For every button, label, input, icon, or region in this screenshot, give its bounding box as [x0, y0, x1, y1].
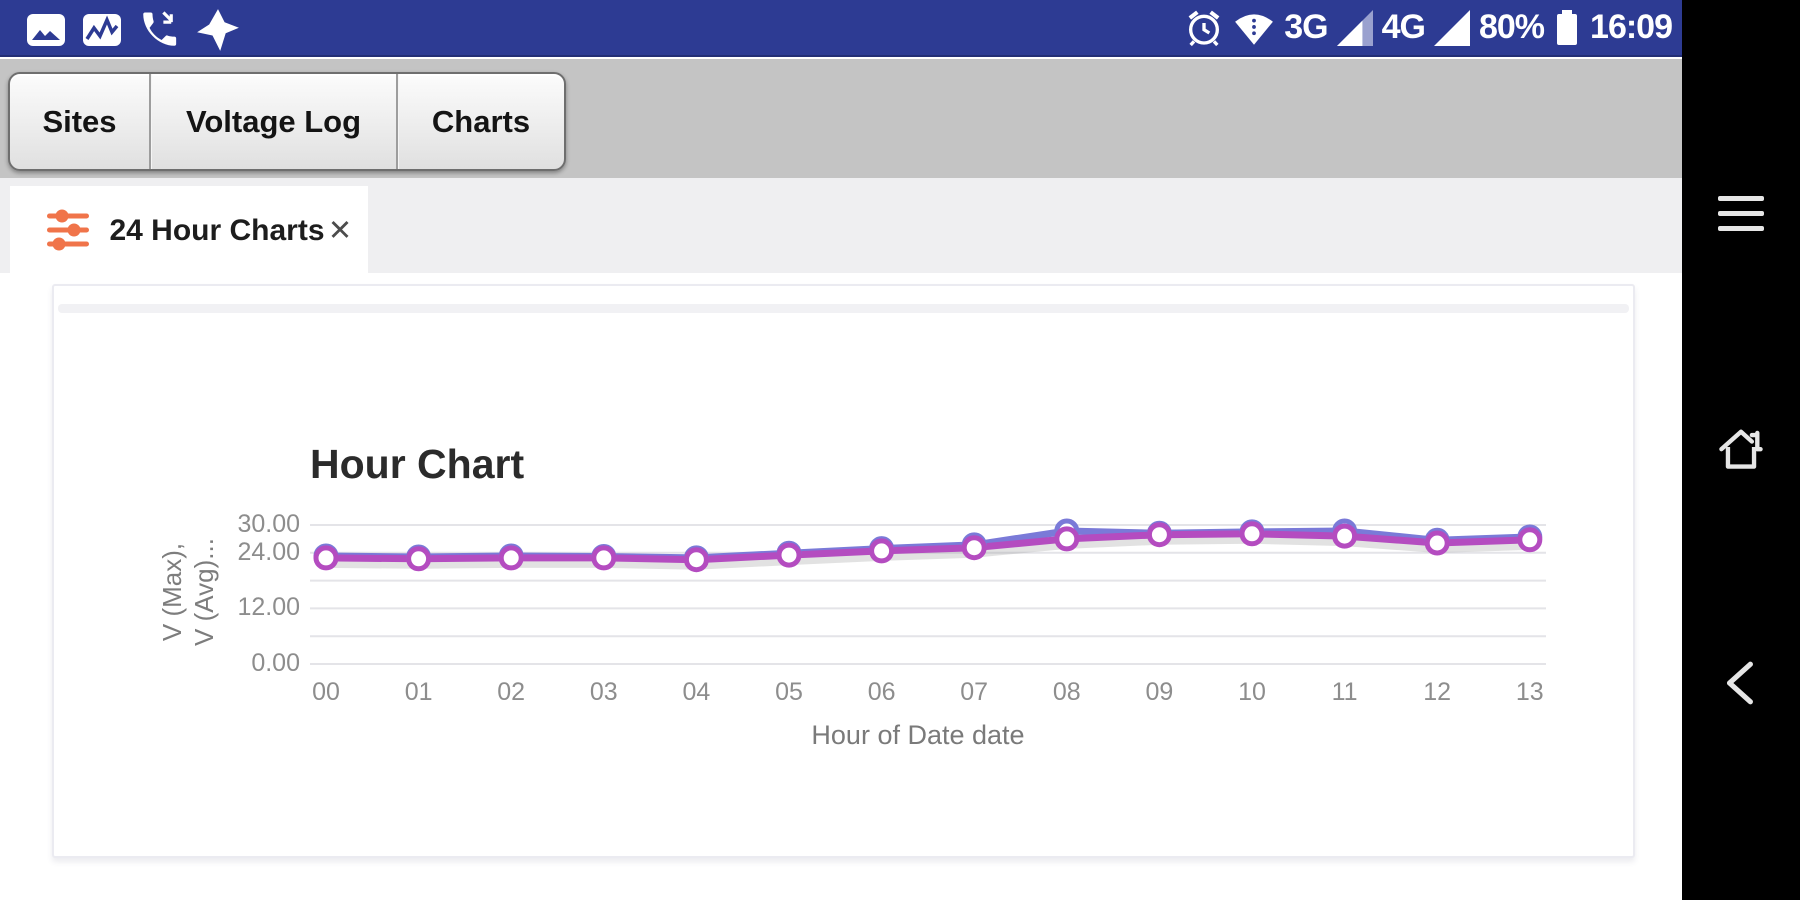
- x-tick-label: 11: [1331, 678, 1358, 706]
- signal-4g-icon: [1433, 9, 1470, 46]
- network-3g-label: 3G: [1284, 8, 1328, 46]
- x-tick-label: 12: [1423, 678, 1452, 706]
- content-area: Hour Chart V (Max), V (Avg)... 30.00 24.0…: [0, 273, 1682, 900]
- x-tick-label: 05: [775, 678, 803, 706]
- close-icon[interactable]: ✕: [327, 215, 353, 247]
- sites-button[interactable]: Sites: [42, 103, 117, 139]
- home-icon[interactable]: [1716, 423, 1766, 471]
- x-tick-label: 01: [404, 678, 433, 706]
- x-tick-label: 00: [312, 678, 340, 706]
- card-divider: [58, 304, 1629, 313]
- x-tick-label: 08: [1052, 678, 1081, 706]
- chart-card: Hour Chart V (Max), V (Avg)... 30.00 24.0…: [52, 284, 1635, 858]
- android-nav-bar: [1682, 0, 1800, 900]
- tab-strip: 24 Hour Charts ✕: [0, 178, 1682, 273]
- x-tick-label: 13: [1515, 678, 1544, 706]
- clock-text: 16:09: [1590, 8, 1673, 46]
- incoming-call-icon: [143, 11, 177, 46]
- app-toolbar: Sites Voltage Log Charts: [0, 59, 1682, 178]
- status-bar: 3G 4G 80% 16:09: [0, 0, 1682, 57]
- notification-icons: [26, 8, 240, 52]
- tab-24-hour-charts[interactable]: 24 Hour Charts ✕: [10, 186, 368, 273]
- tab-label: 24 Hour Charts: [109, 214, 325, 247]
- network-4g-label: 4G: [1381, 8, 1426, 46]
- x-tick-label: 03: [589, 678, 618, 706]
- y-tick-label: 24.00: [237, 537, 300, 566]
- battery-icon: [1557, 9, 1578, 45]
- x-axis-title: Hour of Date date: [811, 720, 1025, 750]
- x-tick-label: 10: [1238, 678, 1266, 706]
- battery-percent: 80%: [1478, 8, 1545, 46]
- chart-title: Hour Chart: [310, 441, 525, 487]
- x-tick-label: 06: [867, 678, 896, 706]
- sliders-icon: [47, 209, 89, 251]
- line-chart-plot: [310, 518, 1546, 665]
- x-tick-label: 07: [960, 678, 989, 706]
- y-tick-label: 30.00: [237, 509, 300, 538]
- back-icon[interactable]: [1719, 658, 1763, 708]
- charts-button[interactable]: Charts: [396, 74, 564, 169]
- alarm-icon: [1188, 10, 1220, 46]
- antivirus-icon: [197, 9, 239, 51]
- screenshot-icon: [27, 14, 65, 46]
- signal-3g-icon: [1336, 9, 1373, 46]
- wifi-icon: [1235, 13, 1274, 45]
- toolbar-button-group: Sites Voltage Log Charts: [8, 72, 566, 171]
- chart-notification-icon: [83, 14, 121, 46]
- y-tick-label: 0.00: [251, 649, 300, 677]
- x-tick-label: 02: [497, 678, 526, 706]
- x-tick-label: 09: [1145, 678, 1174, 706]
- voltage-log-button[interactable]: Voltage Log: [149, 74, 396, 169]
- menu-icon[interactable]: [1717, 192, 1765, 236]
- x-tick-label: 04: [682, 678, 711, 706]
- y-tick-label: 12.00: [237, 593, 300, 622]
